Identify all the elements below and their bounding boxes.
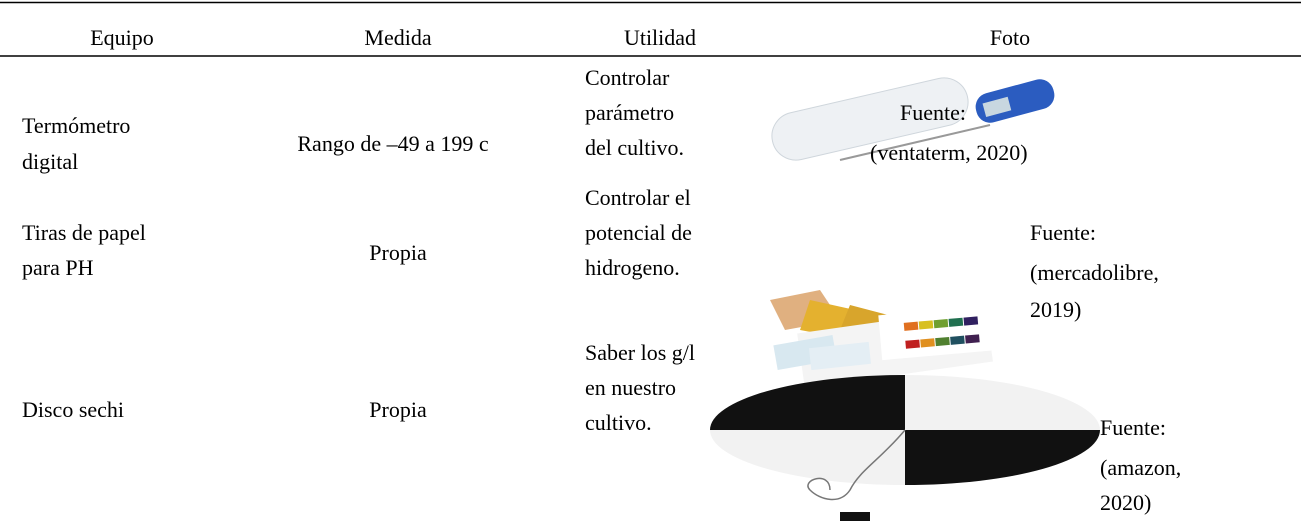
source-text: (mercadolibre, [1030, 260, 1159, 285]
header-cell: Medida [364, 25, 431, 50]
source-text: (amazon, [1100, 455, 1181, 480]
thermometer-photo [771, 77, 1055, 161]
source-text: 2019) [1030, 297, 1081, 322]
equipo-text: para PH [22, 255, 94, 280]
source-text: 2020) [1100, 490, 1151, 515]
source-text: Fuente: [900, 100, 966, 125]
equipo-text: digital [22, 149, 78, 174]
secchi-disk-photo [710, 375, 1100, 521]
utilidad-text: Saber los g/l [585, 340, 695, 365]
medida-text: Propia [369, 397, 427, 422]
utilidad-text: Controlar [585, 65, 670, 90]
utilidad-text: en nuestro [585, 375, 676, 400]
header-cell: Foto [990, 25, 1030, 50]
utilidad-text: Controlar el [585, 185, 691, 210]
utilidad-text: potencial de [585, 220, 692, 245]
equipo-text: Tiras de papel [22, 220, 146, 245]
utilidad-text: del cultivo. [585, 135, 684, 160]
utilidad-text: cultivo. [585, 410, 652, 435]
ph-strips-photo [770, 290, 1002, 388]
medida-text: Propia [369, 240, 427, 265]
utilidad-text: parámetro [585, 100, 674, 125]
source-text: (ventaterm, 2020) [870, 140, 1028, 165]
equipo-text: Termómetro [22, 113, 130, 138]
source-text: Fuente: [1030, 220, 1096, 245]
source-text: Fuente: [1100, 415, 1166, 440]
header-cell: Equipo [90, 25, 154, 50]
header-cell: Utilidad [624, 25, 696, 50]
equipo-text: Disco sechi [22, 397, 124, 422]
utilidad-text: hidrogeno. [585, 255, 680, 280]
medida-text: Rango de –49 a 199 c [297, 131, 488, 156]
